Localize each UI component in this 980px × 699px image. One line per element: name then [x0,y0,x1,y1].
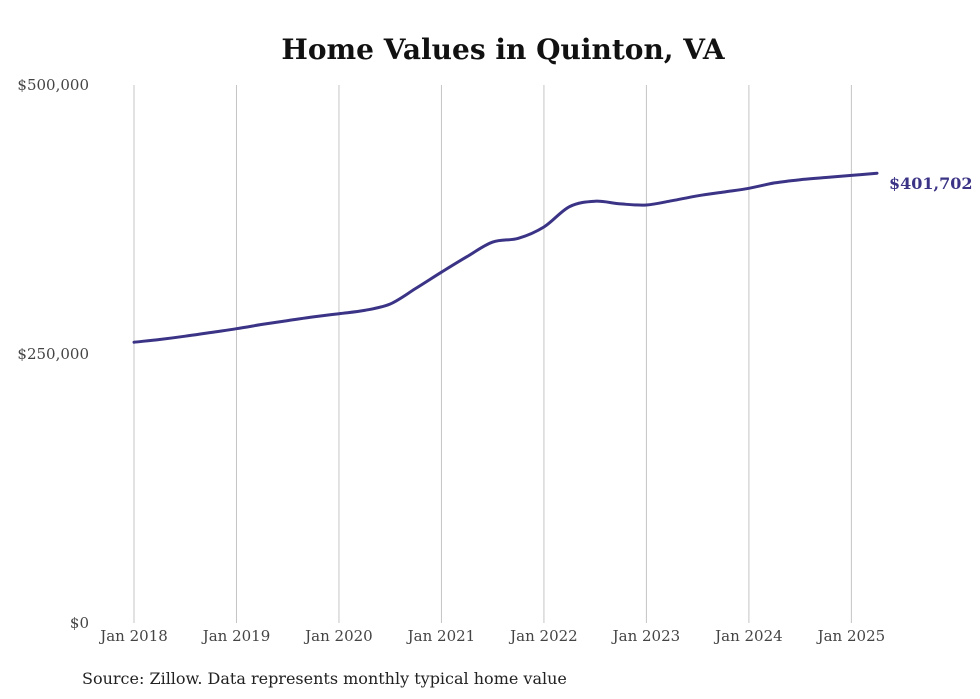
x-tick-label: Jan 2021 [406,627,476,645]
y-tick-label: $250,000 [17,345,89,363]
x-tick-label: Jan 2020 [303,627,373,645]
y-tick-label: $0 [70,614,89,632]
x-tick-label: Jan 2019 [201,627,271,645]
chart-title: Home Values in Quinton, VA [281,33,725,66]
x-tick-label: Jan 2025 [816,627,886,645]
x-tick-label: Jan 2024 [713,627,783,645]
source-note: Source: Zillow. Data represents monthly … [82,669,567,688]
home-value-line [132,171,879,344]
x-gridlines [133,85,852,623]
y-tick-label: $500,000 [17,76,89,94]
end-value-label: $401,702 [889,174,973,193]
x-tick-label: Jan 2023 [611,627,681,645]
x-tick-label: Jan 2018 [98,627,168,645]
y-axis-ticks: $0 $250,000 $500,000 [17,76,89,632]
x-tick-label: Jan 2022 [508,627,578,645]
x-axis-ticks: Jan 2018 Jan 2019 Jan 2020 Jan 2021 Jan 2022… [98,627,885,645]
